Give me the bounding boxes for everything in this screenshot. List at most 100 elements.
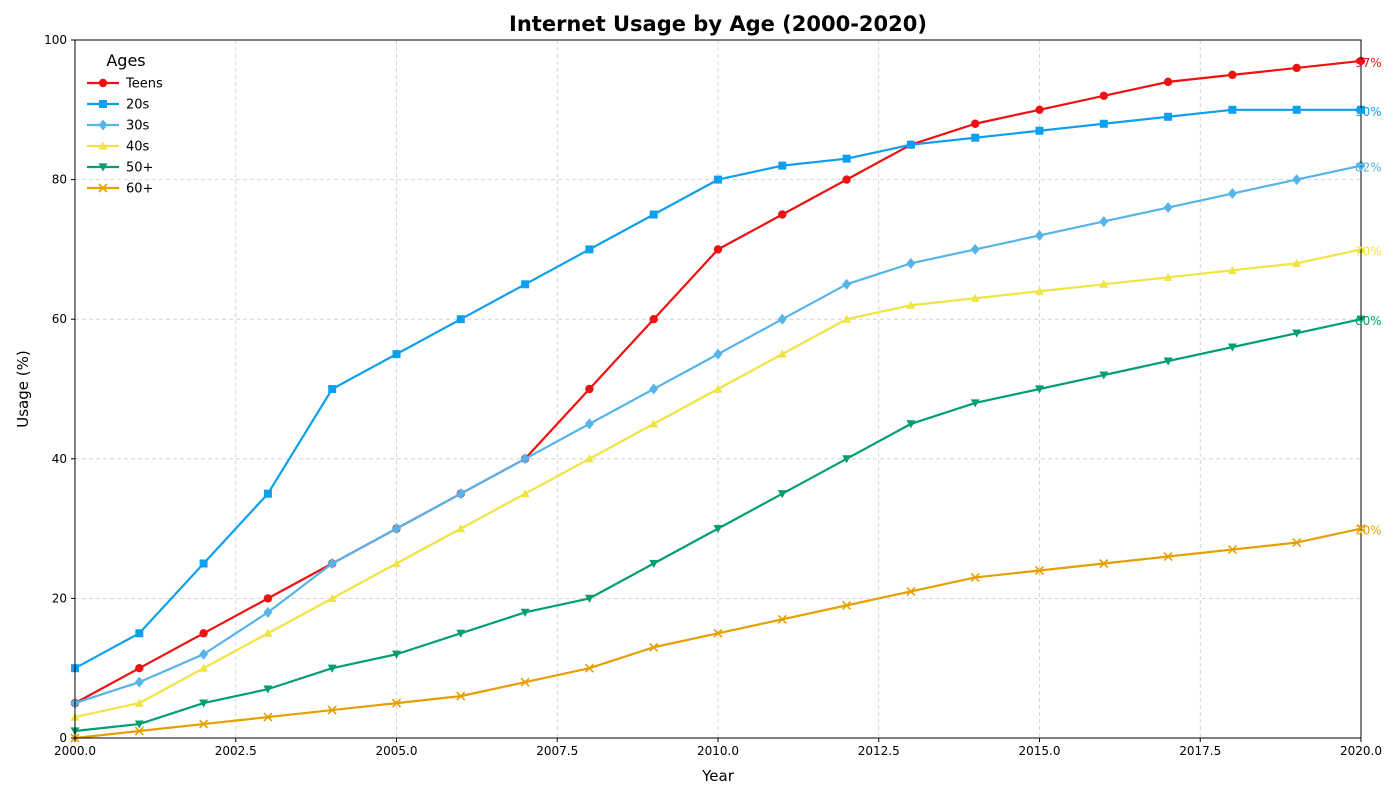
data-point [263, 594, 273, 603]
data-point [199, 663, 209, 672]
y-axis-label: Usage (%) [14, 350, 32, 427]
data-point [327, 593, 337, 602]
data-point [970, 572, 980, 583]
data-point [199, 648, 209, 660]
data-point [199, 629, 208, 638]
data-point [649, 419, 659, 428]
y-tick-label: 80 [52, 173, 67, 187]
data-point [1228, 105, 1237, 114]
legend-label: Teens [125, 77, 163, 92]
data-point [584, 454, 594, 463]
data-point [584, 418, 594, 430]
data-point [970, 293, 980, 302]
x-tick-label: 2005.0 [376, 744, 418, 758]
data-point [1292, 174, 1302, 186]
data-point [713, 384, 723, 393]
data-point [134, 698, 144, 707]
data-point [456, 629, 466, 638]
y-tick-label: 60 [52, 312, 67, 326]
data-point [1227, 265, 1237, 274]
data-point [971, 133, 980, 142]
data-point [134, 726, 144, 736]
data-point [392, 650, 401, 659]
data-point [392, 350, 401, 359]
data-point [456, 524, 466, 533]
data-point [456, 315, 465, 324]
data-point [713, 348, 723, 360]
data-point [970, 243, 980, 255]
data-point [1099, 558, 1109, 569]
data-point [585, 384, 594, 394]
data-point [1035, 229, 1044, 241]
legend-item: Teens [87, 77, 163, 92]
data-point [649, 315, 658, 324]
data-point [1163, 202, 1173, 214]
data-point [1035, 385, 1044, 394]
data-point [649, 210, 658, 219]
data-point [842, 455, 852, 464]
data-point [135, 664, 144, 673]
data-point [906, 300, 916, 309]
data-point [327, 558, 337, 569]
data-point [1164, 112, 1173, 121]
data-point [778, 161, 787, 170]
data-point [842, 278, 852, 290]
data-point [520, 453, 530, 465]
data-point [777, 614, 787, 624]
data-point [970, 399, 980, 408]
data-point [1163, 357, 1173, 366]
data-point [1099, 91, 1109, 101]
series-layer [70, 56, 1366, 743]
data-point [263, 489, 272, 498]
data-point [520, 489, 530, 498]
data-point [1163, 551, 1173, 562]
data-point [392, 523, 401, 535]
legend: Ages Teens 20s 30s 40s 50+ 60+ [87, 51, 163, 197]
data-point [842, 154, 851, 163]
x-tick-label: 2020.0 [1340, 744, 1382, 758]
data-point [777, 349, 787, 358]
y-axis: 0 20 40 60 80 100 [44, 33, 75, 745]
legend-item: 40s [87, 140, 150, 155]
end-label: 60% [1355, 314, 1382, 328]
data-point [777, 490, 787, 499]
data-point [1292, 537, 1302, 548]
data-point [777, 313, 787, 325]
data-point [649, 559, 659, 568]
data-point [1292, 105, 1301, 114]
data-point [392, 559, 401, 568]
data-point [199, 699, 209, 708]
data-point [1163, 77, 1173, 87]
legend-item: 20s [87, 98, 150, 113]
end-label: 30% [1355, 524, 1382, 538]
data-point [906, 420, 916, 429]
legend-marker [98, 78, 108, 88]
legend-marker [99, 100, 107, 108]
data-point [328, 385, 337, 393]
series-60 [70, 524, 1366, 743]
data-point [1099, 279, 1109, 288]
end-label: 82% [1355, 161, 1382, 175]
x-axis: 2000.0 2002.5 2005.0 2007.5 2010.0 2012.5 2015… [54, 738, 1382, 758]
data-point [327, 664, 337, 673]
data-point [584, 663, 594, 673]
data-point [327, 705, 337, 715]
data-point [584, 594, 594, 603]
y-tick-label: 0 [59, 731, 67, 745]
data-point [842, 175, 851, 184]
x-tick-label: 2017.5 [1179, 744, 1221, 758]
data-point [1228, 70, 1237, 80]
data-point [199, 719, 209, 729]
data-point [842, 600, 852, 610]
x-tick-label: 2007.5 [536, 744, 578, 758]
data-point [1035, 286, 1044, 295]
data-point [842, 314, 852, 323]
data-point [714, 175, 722, 184]
data-point [134, 720, 144, 729]
data-point [1292, 258, 1302, 267]
data-point [906, 257, 916, 269]
x-tick-label: 2012.5 [858, 744, 900, 758]
data-point [456, 488, 466, 500]
legend-item: 60+ [87, 182, 153, 197]
